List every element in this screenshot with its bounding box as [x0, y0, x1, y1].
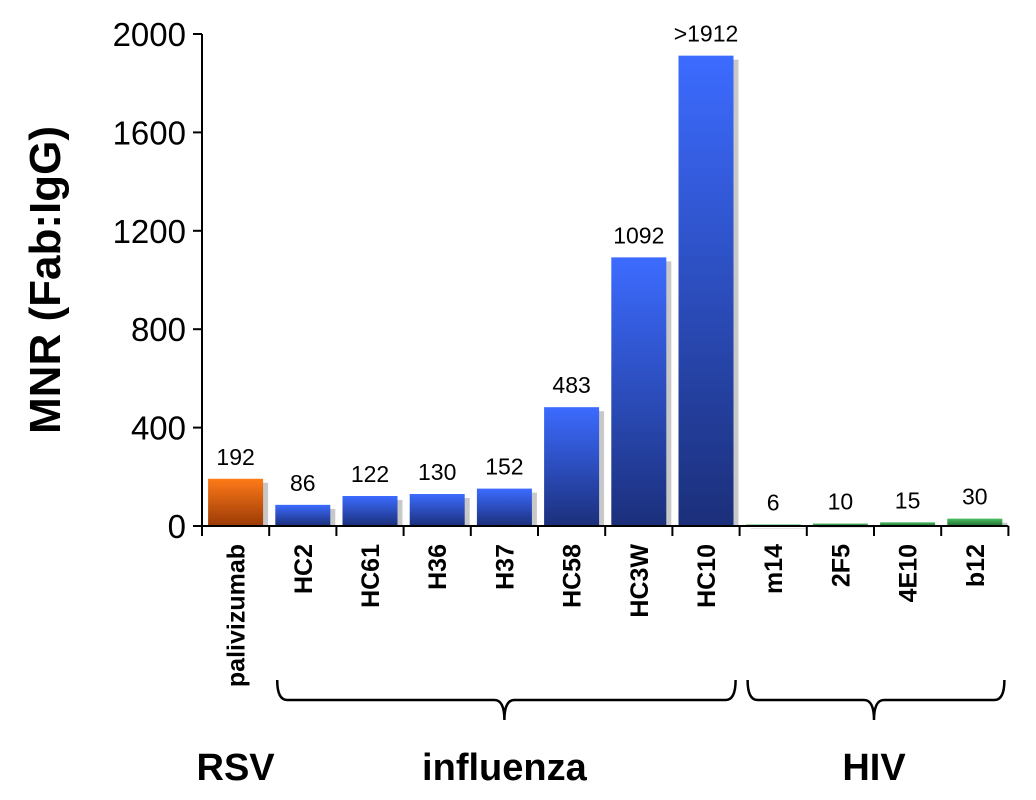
y-tick-label: 1200 [113, 213, 186, 250]
data-label: 122 [351, 461, 389, 487]
data-label: 86 [290, 470, 316, 496]
x-tick-label: HC58 [559, 544, 587, 608]
bar-b12 [947, 518, 1003, 526]
data-label: 30 [962, 484, 988, 510]
bars [208, 55, 1008, 529]
bar-hc10 [678, 55, 734, 526]
x-tick-label: 4E10 [895, 544, 923, 602]
bar-h37 [476, 488, 532, 526]
data-label: 15 [895, 487, 921, 513]
x-axis: palivizumab HC2 HC61 H36 H37 HC58 HC3W HC10 m14 2… [201, 525, 1010, 687]
x-tick-label: 2F5 [827, 544, 855, 587]
data-label: 1092 [613, 222, 664, 248]
bar-4e10 [880, 522, 936, 526]
bar-hc2 [275, 504, 331, 526]
bar-hc3w [611, 257, 667, 526]
bar-hc58 [544, 407, 600, 526]
group-label-hiv: HIV [842, 747, 906, 789]
x-tick-label: H36 [424, 544, 452, 590]
bar-palivizumab [208, 478, 264, 526]
x-tick-label: m14 [760, 544, 788, 594]
data-label: 152 [485, 454, 523, 480]
y-tick-label: 0 [168, 508, 186, 545]
bar-h36 [409, 494, 465, 526]
data-label: 10 [828, 489, 854, 515]
x-tick-label: palivizumab [223, 544, 251, 687]
bar-2f5 [812, 523, 868, 526]
group-label-influenza: influenza [422, 747, 588, 789]
data-label: >1912 [674, 21, 739, 47]
group-label-rsv: RSV [197, 747, 276, 789]
x-tick-label: b12 [962, 544, 990, 587]
bracket-influenza [275, 679, 737, 721]
y-tick-label: 400 [131, 410, 186, 447]
y-tick-label: 2000 [113, 16, 186, 53]
y-tick-label: 1600 [113, 114, 186, 151]
x-tick-label: HC10 [693, 544, 721, 608]
data-labels: 192 86 122 130 152 483 1092 >1912 6 10 15 30 [216, 21, 987, 516]
bar-shadow [750, 528, 806, 529]
y-axis: 0 400 800 1200 1600 2000 [113, 16, 203, 545]
data-label: 192 [216, 444, 254, 470]
data-label: 483 [552, 372, 590, 398]
x-tick-label: HC61 [357, 544, 385, 608]
group-brackets: RSV influenza HIV [197, 679, 1006, 789]
data-label: 130 [418, 459, 456, 485]
y-tick-label: 800 [131, 311, 186, 348]
x-tick-label: HC3W [626, 544, 654, 618]
x-tick-label: H37 [491, 544, 519, 590]
x-tick-label: HC2 [290, 544, 318, 594]
bracket-hiv [746, 679, 1006, 721]
y-axis-title: MNR (Fab:IgG) [21, 126, 70, 434]
bar-hc61 [342, 495, 398, 526]
data-label: 6 [767, 490, 780, 516]
bar-shadow [817, 527, 873, 529]
